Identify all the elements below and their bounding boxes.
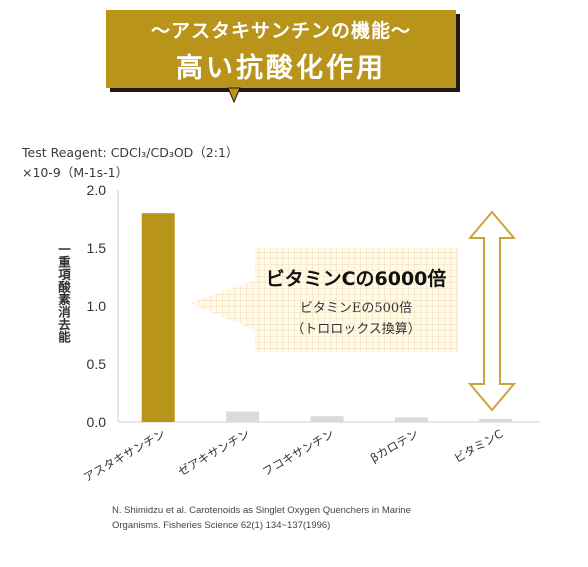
callout-box xyxy=(190,248,458,352)
y-tick-label: 0.5 xyxy=(87,356,107,372)
banner-box xyxy=(106,10,456,88)
callout-line-2: （トロロックス換算） xyxy=(291,322,421,337)
callout-line-1: ビタミンEの500倍 xyxy=(300,301,412,316)
footnote: N. Shimidzu et al. Carotenoids as Single… xyxy=(112,503,552,533)
bars xyxy=(141,213,513,422)
footnote-line-2: Organisms. Fisheries Science 62(1) 134~1… xyxy=(112,520,331,531)
category-label: ビタミンC xyxy=(452,426,506,465)
category-label: アスタキサンチン xyxy=(81,426,168,484)
category-label: βカロテン xyxy=(368,426,421,465)
footnote-line-1: N. Shimidzu et al. Carotenoids as Single… xyxy=(112,505,411,516)
y-tick-label: 1.0 xyxy=(87,298,107,314)
double-arrow-icon xyxy=(467,210,517,412)
test-reagent-label: Test Reagent: CDCl₃/CD₃OD（2:1） xyxy=(22,145,239,160)
y-tick-label: 2.0 xyxy=(87,182,107,198)
bar xyxy=(394,417,428,422)
units-label: ×10-9（M-1s-1） xyxy=(22,165,129,180)
callout-title: ビタミンCの6000倍 xyxy=(266,267,447,290)
banner-pointer xyxy=(227,87,241,104)
y-tick-label: 1.5 xyxy=(87,240,107,256)
bar xyxy=(310,416,344,422)
y-axis-label: 一重項酸素消去能 xyxy=(56,243,71,343)
banner-subtitle: 〜アスタキサンチンの機能〜 xyxy=(150,20,411,42)
bar xyxy=(479,419,513,422)
y-tick-label: 0.0 xyxy=(87,414,107,430)
bar xyxy=(141,213,175,422)
category-label: フコキサンチン xyxy=(260,426,337,478)
banner-title: 高い抗酸化作用 xyxy=(176,53,386,84)
category-label: ゼアキサンチン xyxy=(175,426,252,478)
bar xyxy=(226,411,260,422)
banner: 〜アスタキサンチンの機能〜 高い抗酸化作用 xyxy=(106,10,460,92)
